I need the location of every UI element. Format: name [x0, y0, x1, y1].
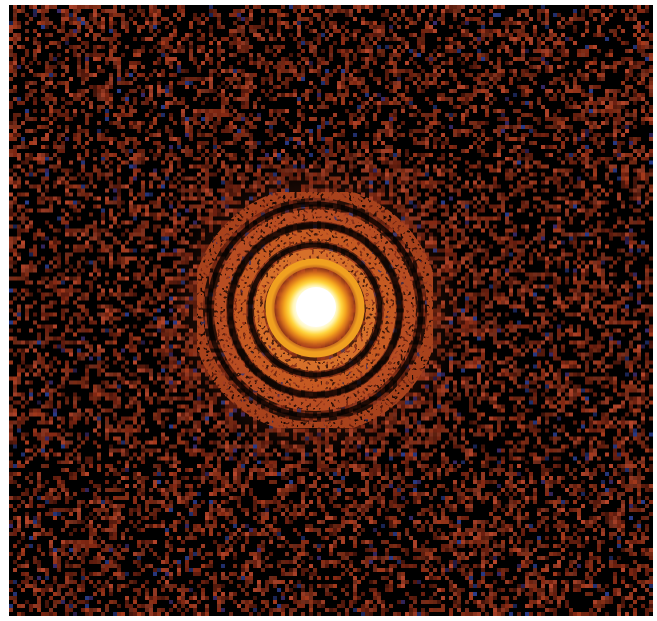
gap-ring-1 — [247, 242, 383, 378]
diffraction-ring-4 — [191, 186, 439, 434]
diffraction-ring-1 — [254, 249, 376, 371]
diffraction-rings — [191, 186, 439, 434]
diffraction-pattern — [165, 160, 465, 460]
star-image-plate — [9, 5, 653, 616]
diffraction-ring-2 — [234, 229, 396, 391]
gap-ring-3 — [206, 201, 424, 419]
gap-ring-2 — [227, 222, 403, 398]
first-bright-ring — [265, 258, 365, 358]
diffraction-ring-3 — [214, 209, 416, 411]
dark-gaps — [206, 201, 424, 419]
core-highlight — [296, 287, 336, 327]
